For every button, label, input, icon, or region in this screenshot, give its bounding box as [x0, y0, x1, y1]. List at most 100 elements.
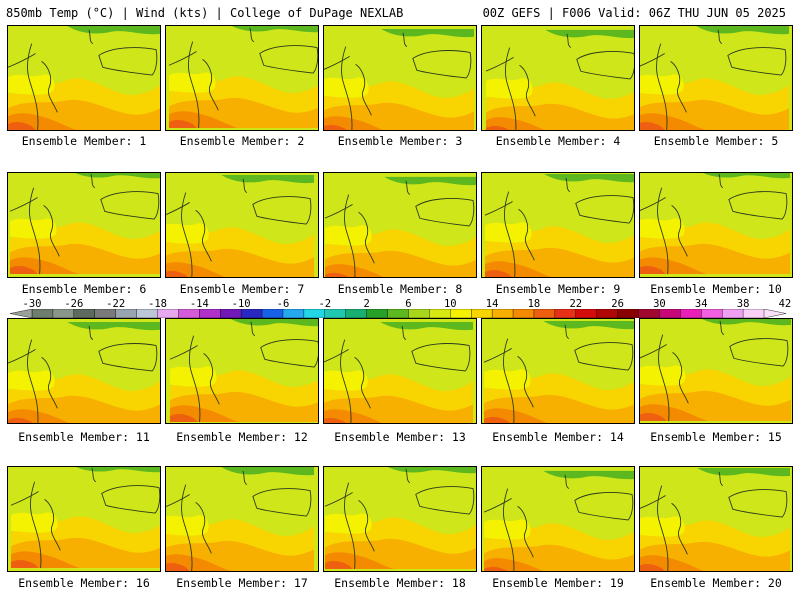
temperature-field	[169, 366, 217, 387]
contour-line	[358, 499, 375, 552]
colorbar-tick-label: 30	[653, 298, 666, 310]
contour-line	[43, 205, 60, 257]
contour-line	[88, 325, 94, 340]
contour-line	[574, 492, 634, 521]
temperature-field	[324, 124, 347, 130]
temperature-map	[640, 467, 791, 571]
colorbar-swatch	[178, 309, 200, 318]
colorbar-swatch	[157, 309, 179, 318]
ensemble-member-panel	[323, 172, 477, 278]
temperature-field	[640, 218, 685, 239]
temperature-field	[544, 173, 634, 183]
temperature-field	[701, 319, 792, 326]
contour-line	[518, 208, 535, 261]
temperature-field	[231, 319, 318, 327]
ensemble-member-panel	[165, 318, 319, 424]
colorbar-swatch	[94, 309, 117, 318]
colorbar-tick-label: -14	[189, 298, 209, 310]
colorbar-tick-label: 2	[363, 298, 370, 310]
contour-line	[354, 356, 371, 409]
temperature-field	[67, 321, 160, 331]
contour-line	[670, 60, 687, 113]
temperature-map	[168, 26, 318, 129]
contour-line	[242, 178, 248, 194]
temperature-field	[545, 29, 634, 39]
temperature-field	[221, 174, 315, 184]
colorbar-swatch	[73, 309, 96, 318]
colorbar-swatch	[408, 309, 430, 318]
temperature-field	[166, 562, 190, 571]
contour-line	[729, 338, 789, 367]
colorbar-swatch	[471, 309, 493, 318]
temperature-field	[381, 28, 475, 38]
contour-line	[671, 205, 688, 257]
colorbar-swatch	[575, 309, 598, 318]
ensemble-member-label: Ensemble Member: 10	[650, 282, 782, 296]
colorbar-swatch	[512, 309, 535, 318]
colorbar-tick-label: 18	[527, 298, 541, 310]
contour-line	[100, 191, 160, 220]
temperature-field	[483, 416, 510, 423]
temperature-field	[483, 369, 531, 390]
colorbar-high-arrow	[763, 309, 786, 318]
contour-line	[640, 495, 666, 509]
contour-line	[166, 494, 190, 508]
ensemble-member-panel	[639, 318, 793, 424]
contour-line	[181, 484, 193, 571]
temperature-field	[166, 223, 209, 244]
ensemble-member-label: Ensemble Member: 14	[492, 430, 624, 444]
ensemble-member-label: Ensemble Member: 3	[337, 134, 463, 148]
temperature-map	[324, 467, 476, 570]
contour-line	[484, 201, 513, 216]
contour-line	[401, 325, 407, 340]
contour-line	[657, 187, 669, 275]
colorbar-swatch	[721, 309, 744, 318]
colorbar-swatch	[282, 309, 305, 318]
temperature-field	[380, 321, 474, 331]
ensemble-member-panel	[481, 318, 635, 424]
temperature-map	[640, 319, 792, 422]
contour-line	[98, 343, 158, 372]
contour-line	[90, 173, 96, 189]
contour-line	[503, 338, 515, 423]
temperature-map	[166, 467, 315, 571]
ensemble-member-label: Ensemble Member: 1	[21, 134, 147, 148]
contour-line	[505, 47, 517, 130]
temperature-field	[75, 173, 160, 179]
contour-line	[195, 501, 212, 554]
temperature-field	[168, 120, 197, 129]
colorbar-swatch	[366, 309, 389, 318]
colorbar-swatch	[115, 309, 138, 318]
temperature-field	[384, 176, 476, 186]
colorbar-swatch	[554, 309, 577, 318]
contour-line	[672, 351, 689, 404]
colorbar-swatch	[240, 309, 263, 318]
contour-line	[8, 349, 36, 364]
temperature-field	[703, 173, 791, 179]
colorbar-tick-label: 34	[694, 298, 708, 310]
temperature-map	[8, 321, 160, 423]
ensemble-member-panel	[323, 25, 477, 131]
temperature-field	[221, 467, 315, 476]
colorbar-tick-label: -6	[276, 298, 290, 310]
ensemble-member-panel	[165, 25, 319, 131]
ensemble-member-panel	[481, 466, 635, 572]
temperature-map	[640, 26, 790, 130]
temperature-map	[483, 320, 634, 423]
contour-line	[658, 334, 670, 422]
contour-line	[41, 356, 58, 409]
contour-line	[483, 348, 512, 363]
contour-line	[29, 187, 41, 275]
temperature-field	[483, 519, 531, 540]
contour-line	[504, 191, 516, 277]
ensemble-member-label: Ensemble Member: 7	[179, 282, 305, 296]
contour-line	[168, 51, 197, 66]
contour-line	[101, 485, 160, 514]
ensemble-member-panel	[481, 25, 635, 131]
contour-line	[181, 192, 193, 277]
colorbar-swatch	[533, 309, 556, 318]
ensemble-member-label: Ensemble Member: 13	[334, 430, 466, 444]
ensemble-member-label: Ensemble Member: 2	[179, 134, 305, 148]
temperature-map	[9, 173, 160, 275]
contour-line	[355, 63, 372, 116]
